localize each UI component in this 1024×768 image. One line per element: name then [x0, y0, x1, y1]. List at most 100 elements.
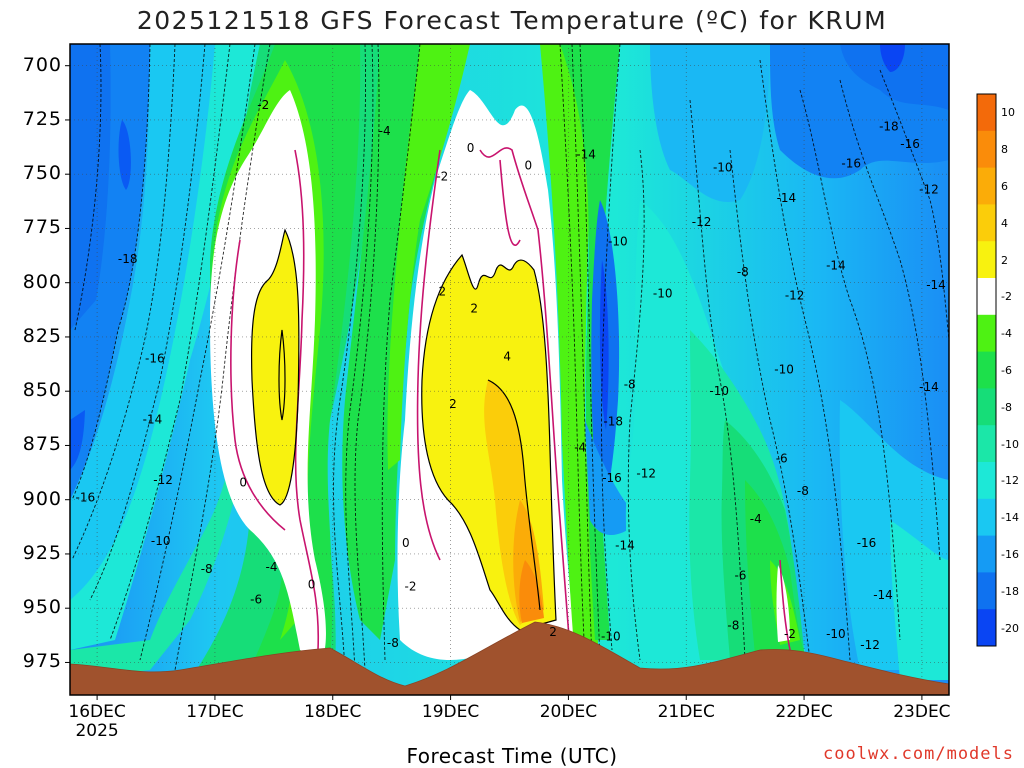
x-tick-label: 19DEC [421, 702, 480, 722]
colorbar-frame [976, 93, 997, 647]
colorbar-label: 4 [1001, 216, 1008, 230]
colorbar-swatch [977, 462, 996, 500]
contour-label: -12 [692, 215, 712, 229]
y-tick-label: 750 [22, 162, 62, 185]
contour-label: -6 [734, 569, 746, 583]
colorbar-label: -4 [1001, 327, 1012, 341]
contour-label: -4 [574, 441, 586, 455]
y-tick-label: 725 [22, 107, 62, 130]
colorbar-swatch [977, 535, 996, 573]
x-axis-title: Forecast Time (UTC) [406, 744, 618, 768]
plot-frame [69, 43, 950, 696]
contour-label: -6 [776, 451, 788, 465]
y-tick-label: 925 [22, 541, 62, 564]
x-tick-label: 17DEC [186, 702, 244, 722]
colorbar-label: 6 [1001, 180, 1008, 193]
contour-label: -14 [143, 412, 163, 426]
contour-label: -10 [151, 534, 171, 548]
temperature-field [70, 44, 949, 695]
contour-label: 0 [525, 159, 533, 173]
x-tick-label: 16DEC [68, 702, 126, 722]
contour-label: -14 [873, 588, 893, 602]
contour-label: -14 [576, 148, 596, 162]
colorbar-swatch [977, 204, 996, 242]
colorbar-swatch [977, 351, 996, 389]
colorbar-label: -14 [1001, 511, 1019, 525]
colorbar-label: 2 [1001, 253, 1008, 267]
contour-labels: -18-16-14-12-10-16-8-6-4-200-4-80-2-2002… [76, 98, 946, 652]
y-tick-label: 900 [22, 487, 62, 510]
contour-label: -14 [777, 191, 797, 205]
y-tick-label: 700 [22, 53, 62, 76]
x-tick-label: 23DEC [893, 702, 951, 722]
contour-label: -16 [841, 156, 861, 170]
contour-label: -8 [737, 265, 749, 279]
contour-label: -2 [784, 627, 796, 641]
contour-label: 0 [239, 475, 247, 489]
colorbar-label: -12 [1001, 474, 1019, 488]
contour-label: -16 [602, 471, 622, 485]
colorbar-label: -18 [1001, 584, 1019, 598]
y-tick-label: 875 [22, 433, 62, 456]
y-tick-label: 850 [22, 379, 62, 402]
contour-label: 2 [449, 397, 457, 411]
contour-label: -16 [900, 137, 920, 151]
x-tick-label: 20DEC [539, 702, 598, 722]
y-tick-label: 950 [22, 596, 62, 619]
contour-label: -4 [379, 124, 391, 138]
colorbar-swatch [977, 425, 996, 463]
contour-label: -18 [879, 119, 899, 133]
colorbar-label: -20 [1001, 621, 1019, 635]
colorbar-label: 8 [1001, 143, 1008, 157]
contour-label: -8 [797, 484, 809, 498]
y-tick-label: 800 [22, 270, 62, 293]
contour-label: -4 [266, 560, 278, 574]
x-tick-label: 22DEC [775, 702, 833, 722]
colorbar [976, 93, 997, 647]
contour-label: 0 [308, 577, 316, 591]
contour-label: -12 [153, 473, 173, 487]
contour-label: -16 [76, 491, 96, 505]
colorbar-label: 10 [1001, 106, 1015, 120]
contour-label: -10 [601, 629, 621, 643]
contour-label: -14 [919, 380, 939, 394]
colorbar-swatch [977, 609, 996, 647]
contour-label: -16 [857, 536, 877, 550]
contour-label: -8 [201, 562, 213, 576]
contour-label: 2 [439, 284, 447, 298]
contour-label: -12 [860, 638, 880, 652]
contour-label: 4 [503, 349, 511, 363]
contour-label: -4 [750, 512, 762, 526]
credit-link[interactable]: coolwx.com/models [823, 744, 1014, 764]
colorbar-swatch [977, 314, 996, 353]
contour-label: 2 [549, 625, 557, 639]
contour-label: -18 [603, 415, 623, 429]
contour-label: -10 [608, 234, 628, 248]
y-tick-label: 975 [22, 650, 62, 673]
contour-label: -14 [826, 258, 846, 272]
contour-label: 2 [470, 302, 478, 316]
colorbar-label: -2 [1001, 290, 1012, 304]
contour-label: -16 [145, 352, 165, 366]
contour-label: -10 [826, 627, 846, 641]
contour-label: -10 [653, 287, 673, 301]
contour-label: -12 [785, 289, 805, 303]
contour-label: -12 [636, 467, 656, 481]
contour-label: -14 [615, 538, 635, 552]
colorbar-label: -10 [1001, 437, 1019, 451]
colorbar-swatch [977, 572, 996, 610]
chart-title: 2025121518 GFS Forecast Temperature (ºC)… [136, 6, 888, 35]
contour-label: -14 [926, 278, 946, 292]
contour-label: -8 [727, 619, 739, 633]
colorbar-label: -8 [1001, 400, 1012, 414]
colorbar-swatch [977, 388, 996, 426]
contour-label: -10 [709, 384, 729, 398]
colorbar-label: -16 [1001, 548, 1019, 561]
contour-label: -2 [436, 169, 448, 183]
x-tick-label: 18DEC [304, 702, 362, 722]
contour-label: -6 [250, 593, 262, 607]
contour-label: -8 [387, 636, 399, 650]
x-tick-label: 21DEC [657, 702, 715, 722]
contour-label: -12 [919, 182, 939, 196]
